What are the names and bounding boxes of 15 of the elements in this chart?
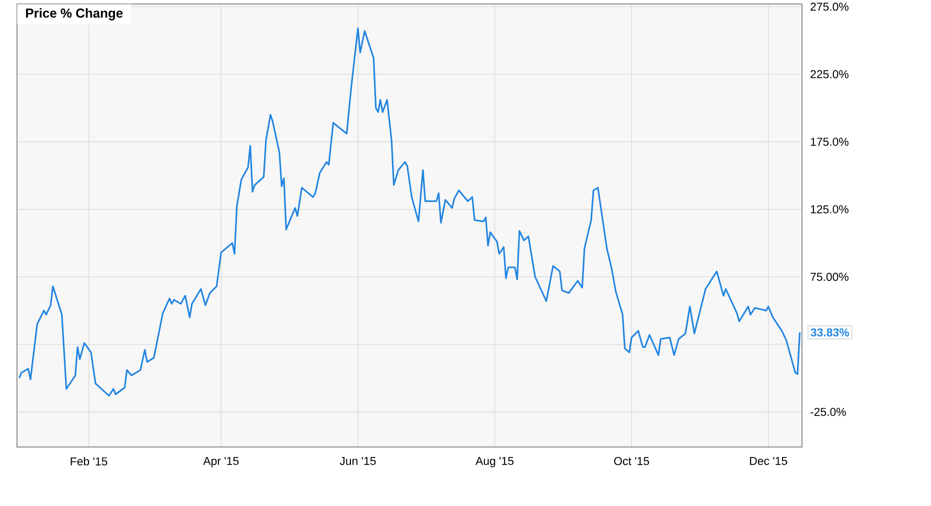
y-tick-label: -25.0% <box>810 408 846 416</box>
annotation: 33.83% <box>810 328 850 336</box>
x-tick-label: Dec '15 <box>750 457 788 466</box>
y-tick-label: 125.0% <box>810 205 848 214</box>
x-tick-label: Jun '15 <box>340 457 376 466</box>
x-tick-label: Aug '15 <box>476 457 514 468</box>
y-tick-label: 225.0% <box>810 70 848 78</box>
line-series <box>18 28 801 396</box>
y-tick-label: 275.0% <box>810 2 848 11</box>
x-tick-label: Oct '15 <box>614 457 650 466</box>
y-tick-label: 75.00% <box>810 272 848 281</box>
x-tick-label: Feb '15 <box>70 457 108 466</box>
y-tick-label: 175.0% <box>810 138 848 146</box>
x-tick-label: Apr '15 <box>203 457 239 468</box>
chart-title: Price % Change <box>26 8 123 20</box>
